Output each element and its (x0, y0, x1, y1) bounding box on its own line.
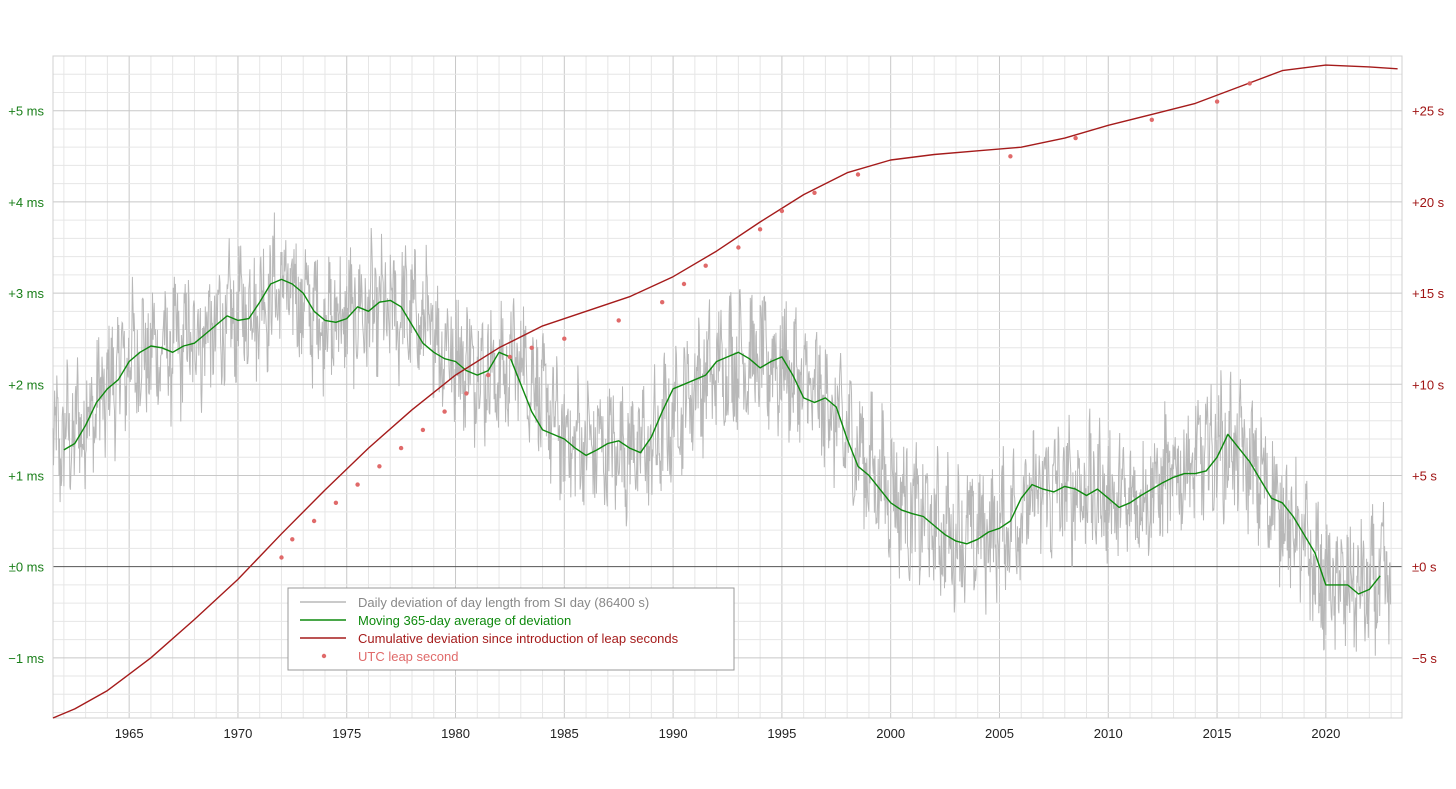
left-tick-label: +3 ms (8, 286, 44, 301)
leap-second-point (529, 345, 534, 350)
left-tick-label: −1 ms (8, 651, 44, 666)
left-tick-label: ±0 ms (9, 560, 45, 575)
leap-second-point (420, 427, 426, 433)
leap-second-point (311, 518, 317, 524)
x-tick-label: 1980 (441, 726, 470, 741)
leap-second-point (703, 263, 708, 268)
series-layer (52, 64, 1398, 719)
legend-box (287, 587, 735, 671)
leap-second-point (279, 555, 284, 560)
series-moving-average (63, 278, 1381, 595)
leap-second-point (855, 172, 861, 177)
series-cumulative-deviation (52, 64, 1398, 719)
x-tick-label: 1970 (223, 726, 252, 741)
x-tick-label: 1985 (550, 726, 579, 741)
left-tick-label: +2 ms (8, 377, 44, 392)
leap-second-point (1214, 99, 1220, 104)
x-tick-label: 1995 (767, 726, 796, 741)
leap-second-point (616, 318, 621, 323)
left-tick-label: +5 ms (8, 104, 44, 119)
plot-border (52, 55, 1403, 719)
axes: 1965 1970 1975 1980 1985 1990 1995 2000 2005 2010… (8, 104, 1444, 741)
right-tick-label: +20 s (1412, 195, 1445, 210)
leap-second-point (812, 190, 817, 195)
leap-second-point (464, 391, 469, 396)
right-tick-label: −5 s (1412, 651, 1437, 666)
leap-second-point (757, 227, 763, 232)
leap-second-point (562, 336, 567, 341)
leap-second-point (681, 281, 687, 287)
left-tick-label: +1 ms (8, 468, 44, 483)
legend-label-daily: Daily deviation of day length from SI da… (358, 595, 649, 610)
legend-label-cumulative: Cumulative deviation since introduction … (358, 631, 679, 646)
leap-second-point (1149, 117, 1155, 123)
series-daily-deviation (52, 212, 1392, 656)
leap-second-point (1073, 135, 1078, 141)
x-tick-label: 1975 (332, 726, 361, 741)
leap-second-point (660, 300, 665, 305)
x-tick-label: 2020 (1311, 726, 1340, 741)
x-tick-label: 2015 (1203, 726, 1232, 741)
legend-swatch-leap (321, 653, 327, 659)
legend: Daily deviation of day length from SI da… (287, 587, 735, 671)
right-tick-label: +10 s (1412, 377, 1445, 392)
legend-label-leap: UTC leap second (358, 649, 458, 664)
leap-second-point (377, 464, 382, 469)
x-tick-label: 1965 (115, 726, 144, 741)
right-tick-label: +15 s (1412, 286, 1445, 301)
leap-second-point (333, 500, 339, 505)
leap-second-point (442, 409, 447, 414)
right-tick-label: +25 s (1412, 104, 1445, 119)
leap-second-point (736, 245, 741, 250)
x-tick-label: 2000 (876, 726, 905, 741)
legend-label-average: Moving 365-day average of deviation (358, 613, 571, 628)
leap-second-point (290, 537, 295, 542)
leap-second-point (486, 372, 491, 378)
leap-second-point (355, 482, 360, 487)
right-tick-label: ±0 s (1412, 560, 1437, 575)
leap-second-point (779, 208, 785, 214)
left-tick-label: +4 ms (8, 195, 44, 210)
x-tick-label: 2005 (985, 726, 1014, 741)
leap-second-point (1247, 81, 1252, 86)
x-tick-label: 1990 (659, 726, 688, 741)
leap-second-point (398, 445, 404, 451)
leap-second-point (1008, 154, 1013, 159)
right-tick-label: +5 s (1412, 468, 1437, 483)
leap-second-point (507, 354, 513, 360)
x-tick-label: 2010 (1094, 726, 1123, 741)
